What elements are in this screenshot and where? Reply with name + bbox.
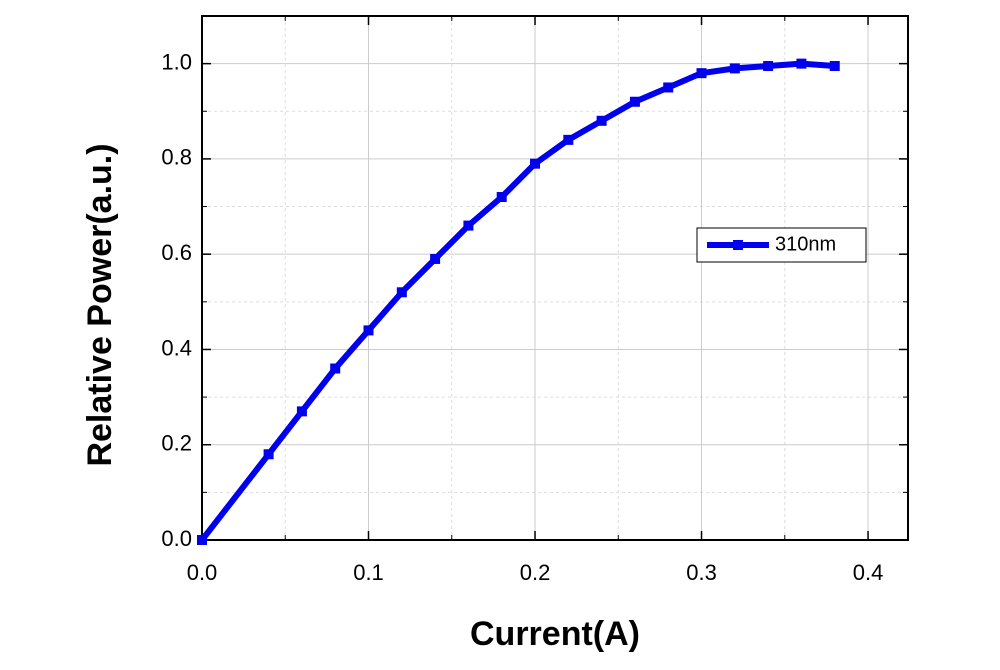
legend-label: 310nm xyxy=(775,233,836,255)
marker xyxy=(629,96,640,107)
marker xyxy=(763,61,774,72)
y-tick-label: 1.0 xyxy=(161,49,192,74)
marker xyxy=(729,63,740,74)
y-axis-title: Relative Power(a.u.) xyxy=(81,143,119,466)
marker xyxy=(496,192,507,203)
x-tick-label: 0.2 xyxy=(520,560,551,585)
y-tick-label: 0.6 xyxy=(161,240,192,265)
x-tick-label: 0.1 xyxy=(353,560,384,585)
marker xyxy=(430,253,441,264)
x-axis-title: Current(A) xyxy=(470,615,640,653)
marker xyxy=(596,115,607,126)
marker xyxy=(663,82,674,93)
x-tick-label: 0.3 xyxy=(686,560,717,585)
y-tick-label: 0.4 xyxy=(161,335,192,360)
y-tick-label: 0.8 xyxy=(161,145,192,170)
x-tick-label: 0.0 xyxy=(187,560,218,585)
marker xyxy=(463,220,474,231)
marker xyxy=(396,287,407,298)
marker xyxy=(363,325,374,336)
legend-marker xyxy=(733,240,743,250)
marker xyxy=(563,134,574,145)
marker xyxy=(197,535,207,545)
y-tick-label: 0.2 xyxy=(161,431,192,456)
series-line xyxy=(199,60,835,542)
marker xyxy=(696,68,707,79)
plot-frame xyxy=(201,15,909,541)
y-tick-label: 0.0 xyxy=(161,526,192,551)
marker xyxy=(530,158,541,169)
marker xyxy=(296,406,307,417)
x-tick-label: 0.4 xyxy=(853,560,884,585)
marker xyxy=(263,449,274,460)
marker xyxy=(829,61,840,72)
marker xyxy=(796,58,807,69)
marker xyxy=(330,363,341,374)
